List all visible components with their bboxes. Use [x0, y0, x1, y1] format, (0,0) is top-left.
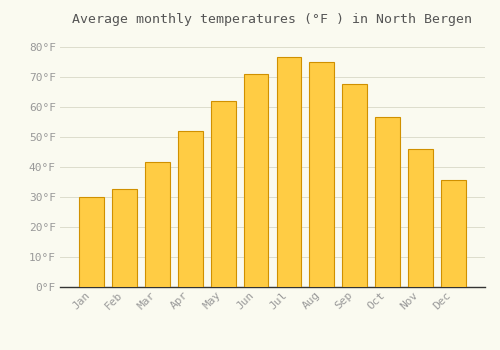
Bar	[376, 117, 400, 287]
Bar	[244, 74, 268, 287]
Bar	[276, 57, 301, 287]
Bar	[408, 149, 433, 287]
Bar	[112, 189, 137, 287]
Bar	[342, 84, 367, 287]
Bar	[80, 197, 104, 287]
Bar	[211, 101, 236, 287]
Bar	[310, 62, 334, 287]
Bar	[145, 162, 170, 287]
Bar	[441, 180, 466, 287]
Bar	[178, 131, 203, 287]
Title: Average monthly temperatures (°F ) in North Bergen: Average monthly temperatures (°F ) in No…	[72, 13, 472, 26]
